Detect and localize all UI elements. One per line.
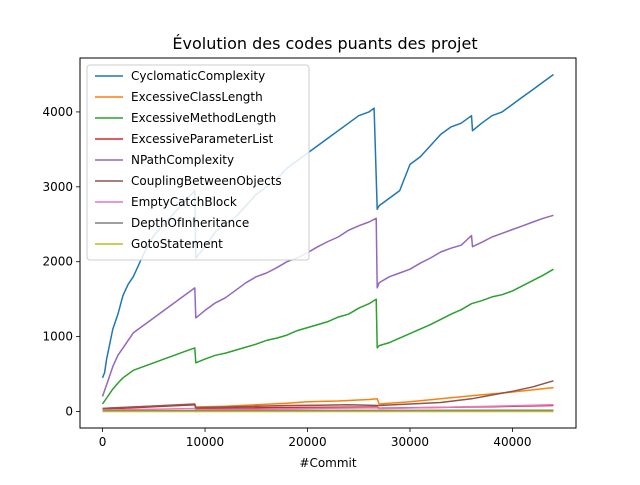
y-tick-label: 4000	[42, 105, 73, 119]
legend-label: CouplingBetweenObjects	[131, 174, 282, 188]
plot-frame	[79, 57, 577, 429]
plot-lines	[101, 73, 554, 413]
y-axis-ticks: 0 1000 2000 3000 4000	[42, 105, 80, 419]
legend-label: DepthOfInheritance	[131, 216, 249, 230]
legend-label: NPathComplexity	[131, 153, 234, 167]
y-tick-label: 0	[65, 405, 73, 419]
legend-label: ExcessiveMethodLength	[131, 111, 276, 125]
x-tick-label: 20000	[288, 435, 326, 449]
legend-label: ExcessiveParameterList	[131, 132, 273, 146]
series-line	[102, 380, 554, 410]
y-tick-label: 1000	[42, 330, 73, 344]
series-line	[101, 214, 554, 397]
legend-label: ExcessiveClassLength	[131, 90, 263, 104]
series-line	[102, 409, 554, 412]
legend: CyclomaticComplexity ExcessiveClassLength…	[86, 64, 310, 261]
legend-box	[86, 64, 310, 261]
x-tick-label: 40000	[493, 435, 531, 449]
series-line	[101, 268, 554, 405]
x-axis-label: #Commit	[299, 456, 356, 470]
y-tick-label: 3000	[42, 180, 73, 194]
chart-title: Évolution des codes puants des projet	[172, 34, 477, 53]
x-tick-label: 0	[99, 435, 107, 449]
y-tick-label: 2000	[42, 255, 73, 269]
legend-label: CyclomaticComplexity	[131, 69, 265, 83]
legend-label: EmptyCatchBlock	[131, 195, 237, 209]
legend-label: GotoStatement	[131, 237, 223, 251]
x-tick-label: 10000	[186, 435, 224, 449]
x-axis-ticks: 0 10000 20000 30000 40000	[99, 428, 532, 449]
x-tick-label: 30000	[391, 435, 429, 449]
series-line	[102, 404, 554, 411]
